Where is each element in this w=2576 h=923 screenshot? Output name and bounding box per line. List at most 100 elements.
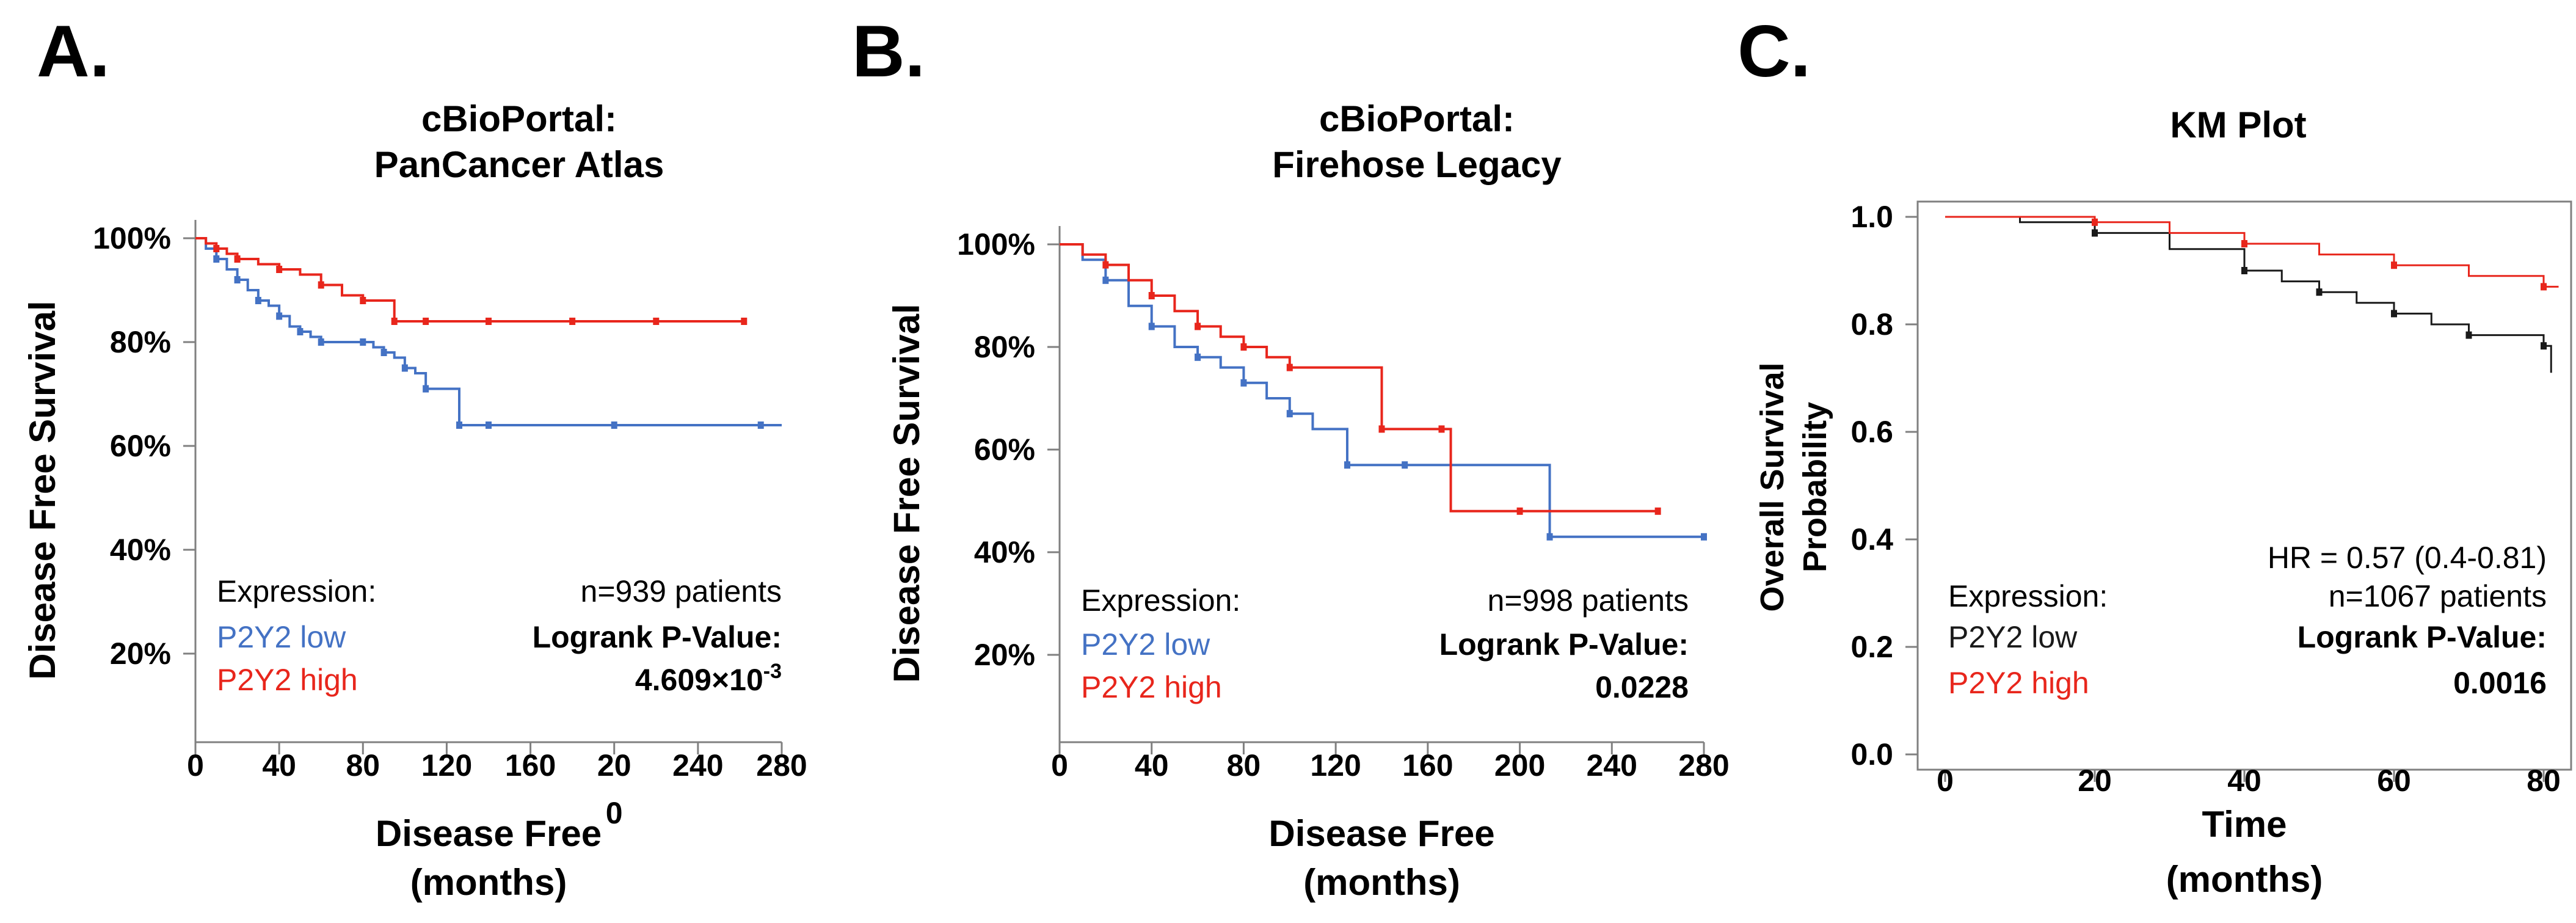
y-tick-label: 80% bbox=[110, 325, 171, 359]
survival-curve-high bbox=[1945, 216, 2559, 288]
x-tick-label: 40 bbox=[2227, 764, 2261, 798]
legend-title: Expression: bbox=[1081, 583, 1240, 618]
pvalue-label: Logrank P-Value: bbox=[2298, 620, 2547, 654]
censor-mark bbox=[2391, 261, 2397, 269]
x-tick-label: 240 bbox=[1587, 748, 1637, 783]
legend-high: P2Y2 high bbox=[217, 663, 358, 697]
censor-mark bbox=[297, 328, 304, 335]
censor-mark bbox=[741, 318, 748, 325]
y-tick-label: 60% bbox=[110, 429, 171, 463]
censor-mark bbox=[1148, 292, 1155, 299]
legend-low: P2Y2 low bbox=[1948, 620, 2078, 654]
chart-title: PanCancer Atlas bbox=[374, 144, 664, 185]
y-tick-label: 0.0 bbox=[1850, 737, 1893, 772]
x-tick-label: 40 bbox=[262, 748, 296, 783]
pvalue-value: 0.0228 bbox=[1595, 670, 1689, 704]
y-tick-label: 40% bbox=[974, 535, 1035, 569]
x-tick-label: 120 bbox=[421, 748, 472, 783]
censor-mark bbox=[318, 338, 324, 346]
survival-curve-high bbox=[195, 237, 744, 323]
censor-mark bbox=[213, 245, 220, 252]
censor-mark bbox=[234, 255, 241, 263]
censor-mark bbox=[2092, 229, 2098, 237]
legend-title: Expression: bbox=[217, 574, 376, 608]
censor-mark bbox=[360, 338, 366, 346]
x-tick-label: 20 bbox=[2078, 764, 2112, 798]
censor-mark bbox=[318, 281, 324, 289]
panel-letter: A. bbox=[37, 10, 110, 92]
y-tick-label: 1.0 bbox=[1850, 200, 1893, 234]
x-tick-label: 200 bbox=[1494, 748, 1545, 783]
panel-b: B. cBioPortal: Firehose Legacy Disease Free… bbox=[852, 10, 1730, 903]
censor-mark bbox=[1286, 363, 1293, 371]
censor-mark bbox=[486, 421, 492, 429]
y-tick-label: 0.8 bbox=[1850, 307, 1893, 341]
y-tick-label: 100% bbox=[93, 221, 171, 255]
censor-mark bbox=[1378, 425, 1385, 433]
legend-title: Expression: bbox=[1948, 579, 2108, 613]
panel-a: A. cBioPortal: PanCancer Atlas Disease Free… bbox=[22, 10, 807, 903]
censor-mark bbox=[391, 318, 398, 325]
censor-mark bbox=[380, 349, 387, 356]
legend-high: P2Y2 high bbox=[1948, 666, 2089, 700]
panel-c: C. KM Plot Overall Survival Probability Time… bbox=[1737, 10, 2572, 900]
pvalue-label: Logrank P-Value: bbox=[1439, 627, 1689, 662]
x-tick-label: 0 bbox=[1937, 764, 1954, 798]
censor-mark bbox=[2391, 310, 2397, 318]
censor-mark bbox=[2541, 342, 2547, 350]
chart-title: Firehose Legacy bbox=[1272, 144, 1562, 185]
censor-mark bbox=[234, 276, 241, 283]
y-tick-label: 0.6 bbox=[1850, 415, 1893, 449]
chart-title: cBioPortal: bbox=[1319, 98, 1515, 139]
censor-mark bbox=[2316, 288, 2323, 296]
x-axis-label: Disease Free bbox=[376, 813, 602, 854]
censor-mark bbox=[276, 312, 283, 320]
censor-mark bbox=[2541, 283, 2547, 291]
censor-mark bbox=[360, 297, 366, 304]
survival-curve-low bbox=[1060, 243, 1704, 538]
x-axis-label: Time bbox=[2202, 804, 2287, 845]
censor-mark bbox=[1344, 461, 1350, 469]
censor-mark bbox=[611, 421, 617, 429]
y-axis-label: Probability bbox=[1797, 402, 1833, 572]
censor-mark bbox=[1195, 323, 1201, 330]
censor-mark bbox=[2241, 267, 2247, 274]
survival-curve-low bbox=[195, 237, 782, 426]
pvalue-value: 4.609×10-3 bbox=[635, 660, 782, 697]
x-axis-label: Disease Free bbox=[1268, 813, 1494, 854]
y-axis-label: Overall Survival bbox=[1754, 362, 1791, 611]
censor-mark bbox=[2241, 240, 2247, 247]
censor-mark bbox=[255, 297, 261, 304]
chart-title: KM Plot bbox=[2170, 104, 2306, 145]
censor-mark bbox=[1148, 323, 1155, 330]
x-axis-label: (months) bbox=[2166, 859, 2323, 900]
censor-mark bbox=[757, 421, 764, 429]
censor-mark bbox=[486, 318, 492, 325]
y-axis-label: Disease Free Survival bbox=[886, 304, 927, 682]
pvalue-label: Logrank P-Value: bbox=[533, 620, 782, 654]
y-tick-label: 20% bbox=[974, 638, 1035, 672]
x-axis-label: (months) bbox=[1303, 862, 1460, 903]
x-tick-label: 80 bbox=[1227, 748, 1261, 783]
x-tick-label: 0 bbox=[187, 748, 204, 783]
legend-high: P2Y2 high bbox=[1081, 670, 1222, 704]
x-tick-label: 280 bbox=[756, 748, 807, 783]
x-tick-label: 20 bbox=[597, 748, 631, 783]
y-tick-label: 0.4 bbox=[1850, 522, 1893, 556]
panel-letter: C. bbox=[1737, 10, 1811, 92]
patient-count: n=998 patients bbox=[1488, 583, 1689, 618]
censor-mark bbox=[423, 385, 429, 393]
x-tick-label: 80 bbox=[346, 748, 380, 783]
legend-low: P2Y2 low bbox=[1081, 627, 1210, 662]
survival-curve-low bbox=[1945, 216, 2552, 373]
censor-mark bbox=[401, 364, 408, 372]
censor-mark bbox=[1102, 261, 1109, 269]
x-tick-label: 0 bbox=[606, 796, 623, 830]
y-tick-label: 60% bbox=[974, 432, 1035, 467]
censor-mark bbox=[1195, 353, 1201, 361]
y-tick-label: 100% bbox=[957, 227, 1035, 261]
censor-mark bbox=[1654, 507, 1661, 515]
censor-mark bbox=[456, 421, 462, 429]
censor-mark bbox=[2465, 331, 2472, 339]
